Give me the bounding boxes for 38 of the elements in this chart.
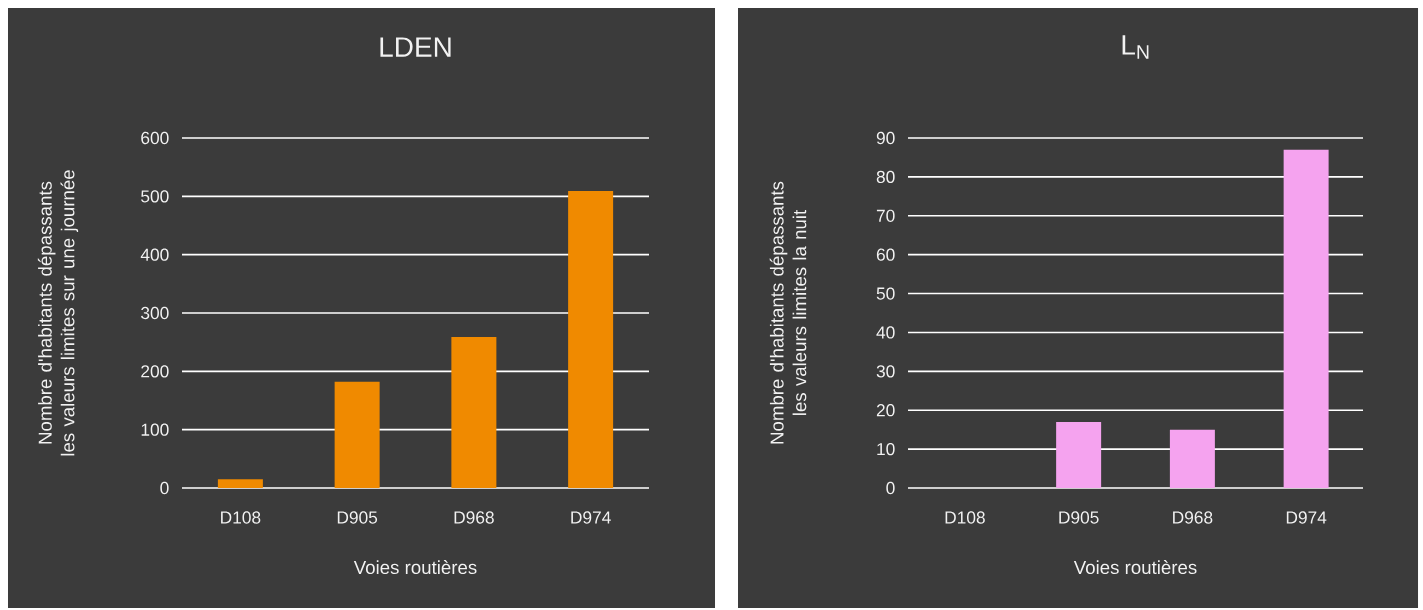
y-tick-label: 80 [876, 170, 895, 184]
bar [217, 479, 263, 488]
y-tick-label: 200 [141, 365, 169, 378]
y-tick-label: 500 [141, 190, 169, 203]
x-axis-title: Voies routières [1073, 560, 1197, 575]
y-tick-label: 70 [876, 209, 895, 222]
y-tick-label: 600 [141, 131, 169, 145]
x-tick-label: D974 [571, 511, 611, 524]
x-tick-label: D108 [945, 511, 985, 524]
bar [334, 381, 380, 488]
y-tick-label: 100 [141, 423, 169, 436]
bar [1056, 421, 1102, 488]
x-tick-label: D968 [454, 511, 494, 524]
y-tick-label: 300 [141, 306, 169, 320]
y-tick-label: 0 [886, 481, 895, 495]
bar [1283, 149, 1329, 488]
y-tick-label: 10 [877, 442, 895, 456]
y-tick-label: 400 [140, 248, 169, 261]
bar [568, 191, 614, 488]
x-tick-label: D968 [1173, 511, 1213, 524]
y-axis-title: Nombre d'habitants dépassants les valeurs limites sur une journée [37, 170, 79, 456]
y-tick-label: 60 [876, 248, 895, 261]
y-axis-title: Nombre d'habitants dépassants les valeurs limites la nuit [769, 181, 807, 444]
y-tick-label: 20 [876, 404, 895, 417]
x-tick-label: D108 [221, 511, 261, 524]
bar [1169, 429, 1215, 488]
x-tick-label: D974 [1286, 511, 1327, 524]
x-axis-title: Voies routières [353, 560, 477, 575]
x-tick-label: D905 [1059, 511, 1099, 524]
y-tick-label: 90 [876, 131, 895, 145]
y-tick-label: 0 [160, 481, 169, 495]
y-tick-label: 50 [876, 287, 895, 300]
y-tick-label: 40 [876, 326, 895, 339]
chart-title: LDEN [380, 37, 451, 57]
chart-title: L$_{N}$ [1122, 35, 1149, 59]
bar [451, 336, 497, 488]
y-tick-label: 30 [876, 365, 895, 378]
x-tick-label: D905 [337, 511, 378, 524]
